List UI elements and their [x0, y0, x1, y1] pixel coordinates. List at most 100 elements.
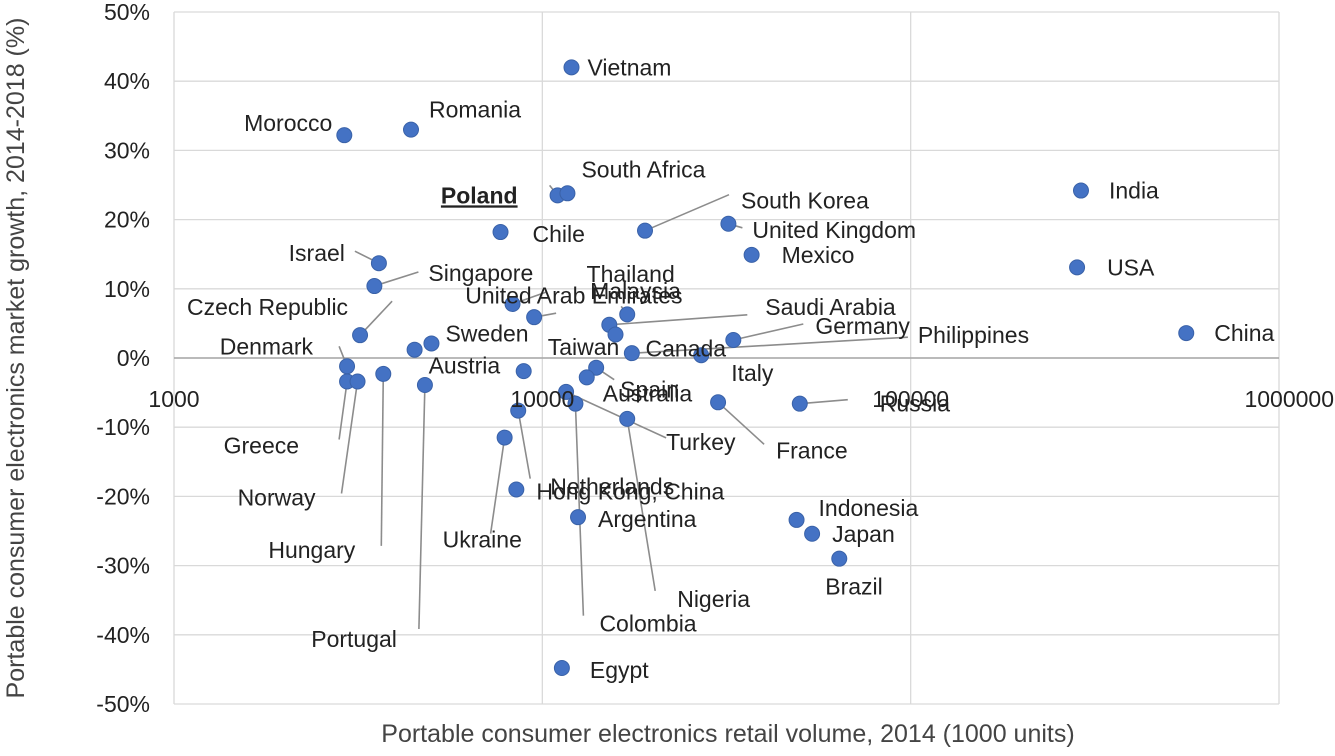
leader-line-portugal: [418, 384, 426, 630]
label-canada: Canada: [646, 335, 727, 361]
label-greece: Greece: [224, 433, 299, 459]
label-romania: Romania: [429, 97, 521, 123]
point-hungary: [375, 365, 392, 382]
point-mexico: [743, 246, 760, 263]
point-morocco: [336, 127, 353, 144]
point-germany: [725, 332, 742, 349]
leader-line-turkey: [565, 391, 667, 439]
label-saudi-arabia: Saudi Arabia: [765, 294, 896, 320]
x-tick-label: 1000: [148, 386, 199, 412]
point-nigeria: [619, 410, 636, 427]
leader-lines: [338, 184, 908, 630]
label-united-kingdom: United Kingdom: [752, 217, 916, 243]
leader-line-south-korea: [644, 193, 730, 232]
leader-line-hungary: [380, 373, 385, 546]
y-axis-title: Portable consumer electronics market gro…: [2, 18, 30, 699]
point-czech-republic: [352, 327, 369, 344]
label-germany: Germany: [815, 313, 910, 339]
label-mexico: Mexico: [782, 242, 855, 268]
y-tick-label: -50%: [96, 691, 150, 717]
point-china: [1178, 325, 1195, 342]
label-thailand: Thailand: [587, 261, 675, 287]
point-labels: Vietnam Morocco Romania Poland South Africa I…: [187, 54, 1275, 683]
label-malaysia: Malaysia: [590, 278, 681, 304]
label-india: India: [1109, 178, 1159, 204]
leader-line-philippines: [631, 336, 908, 354]
point-austria: [406, 341, 423, 358]
point-hong-kong-china: [508, 481, 525, 498]
point-japan: [804, 525, 821, 542]
point-brazil: [831, 550, 848, 567]
point-canada: [607, 326, 624, 343]
label-turkey: Turkey: [666, 429, 736, 455]
y-tick-label: -30%: [96, 553, 150, 579]
label-czech-republic: Czech Republic: [187, 294, 348, 320]
label-morocco: Morocco: [244, 110, 332, 136]
point-romania: [403, 121, 420, 138]
label-hong-kong-china: Hong Kong, China: [536, 478, 724, 504]
point-united-kingdom: [720, 215, 737, 232]
x-axis-title: Portable consumer electronics retail vol…: [381, 720, 1074, 748]
leader-line-ukraine: [489, 437, 506, 534]
label-china: China: [1214, 320, 1274, 346]
point-egypt: [553, 660, 570, 677]
point-usa: [1069, 259, 1086, 276]
tick-labels: 50% 40% 30% 20% 10% 0% -10% -20% -30% -40% -50% 100…: [96, 0, 1334, 717]
y-tick-label: -40%: [96, 622, 150, 648]
label-taiwan: Taiwan: [548, 334, 620, 360]
point-philippines: [623, 345, 640, 362]
point-france: [710, 394, 727, 411]
label-hungary: Hungary: [268, 537, 355, 563]
x-tick-label: 10000: [510, 386, 574, 412]
y-tick-label: 20%: [104, 207, 150, 233]
label-spain: Spain: [620, 377, 679, 403]
y-tick-label: 0%: [117, 345, 150, 371]
label-vietnam: Vietnam: [587, 54, 671, 80]
point-south-korea: [637, 222, 654, 239]
label-australia: Australia: [603, 380, 693, 406]
y-tick-label: 40%: [104, 68, 150, 94]
label-ukraine: Ukraine: [443, 527, 522, 553]
data-points: [336, 59, 1195, 677]
point-spain: [588, 359, 605, 376]
label-united-arab-emirates: United Arab Emirates: [465, 282, 682, 308]
y-tick-label: -10%: [96, 414, 150, 440]
label-poland: Poland: [441, 182, 518, 208]
label-israel: Israel: [289, 240, 345, 266]
point-india: [1072, 182, 1089, 199]
point-taiwan: [515, 363, 532, 380]
label-argentina: Argentina: [598, 506, 697, 532]
label-singapore: Singapore: [428, 260, 533, 286]
label-nigeria: Nigeria: [677, 586, 750, 612]
point-australia: [578, 369, 595, 386]
point-singapore: [366, 278, 383, 295]
label-austria: Austria: [429, 353, 501, 379]
label-sweden: Sweden: [445, 320, 528, 346]
point-vietnam: [563, 59, 580, 76]
leader-line-germany: [733, 323, 804, 341]
label-italy: Italy: [731, 360, 774, 386]
leader-line-nigeria: [626, 418, 656, 592]
leader-line-norway: [340, 381, 359, 494]
label-egypt: Egypt: [590, 657, 649, 683]
leader-line-russia: [799, 398, 848, 405]
label-south-korea: South Korea: [741, 188, 869, 214]
point-united-arab-emirates: [619, 306, 636, 323]
point-argentina: [570, 509, 587, 526]
point-south-africa: [559, 185, 576, 202]
point-turkey: [558, 383, 575, 400]
point-italy: [693, 347, 710, 364]
point-israel: [370, 255, 387, 272]
label-russia: Russia: [880, 391, 951, 417]
label-france: France: [776, 437, 848, 463]
point-thailand: [504, 296, 521, 313]
label-philippines: Philippines: [918, 322, 1029, 348]
point-norway: [349, 373, 366, 390]
label-japan: Japan: [832, 521, 895, 547]
y-tick-label: -20%: [96, 483, 150, 509]
point-portugal: [416, 376, 433, 393]
label-indonesia: Indonesia: [819, 495, 919, 521]
label-south-africa: South Africa: [581, 156, 705, 182]
